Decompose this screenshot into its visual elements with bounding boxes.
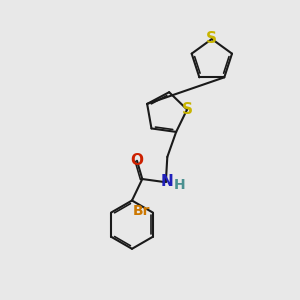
Text: Br: Br [133,204,151,218]
Text: O: O [130,153,143,168]
Text: N: N [161,175,174,190]
Text: S: S [206,32,217,46]
Text: S: S [182,102,193,117]
Text: H: H [174,178,185,192]
